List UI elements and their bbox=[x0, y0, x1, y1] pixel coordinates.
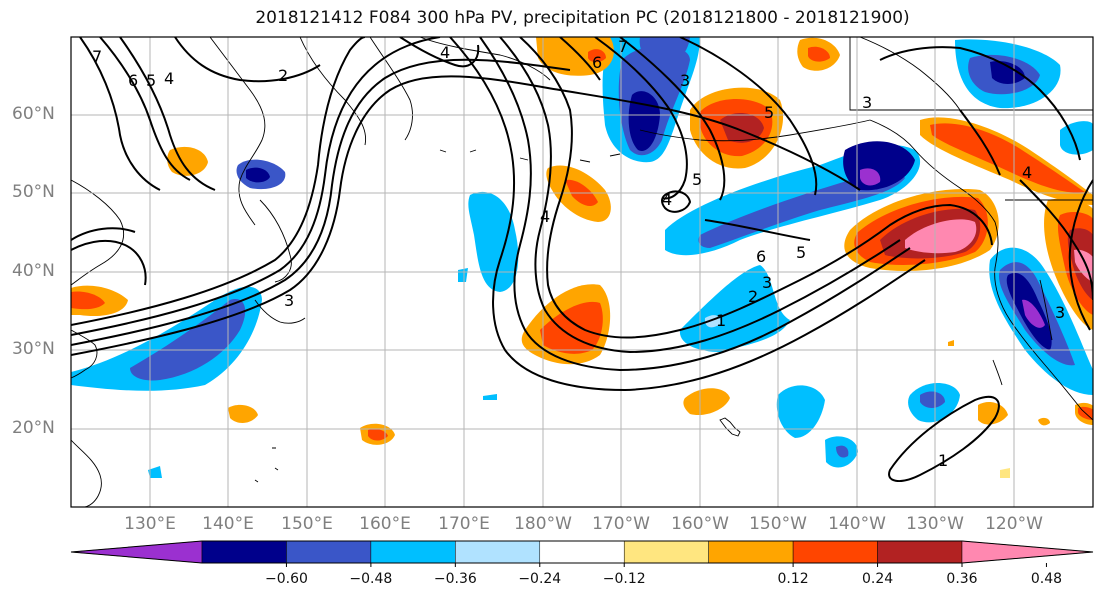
lon-label: 180°W bbox=[514, 514, 572, 534]
lon-label: 130°E bbox=[124, 514, 176, 534]
contour-label: 3 bbox=[680, 71, 690, 90]
contour-label: 7 bbox=[618, 37, 628, 56]
coastlines bbox=[71, 37, 1093, 507]
contour-label: 6 bbox=[128, 71, 138, 90]
lat-label: 20°N bbox=[12, 418, 55, 438]
contour-label: 5 bbox=[692, 170, 702, 189]
colorbar-tick-label: 0.48 bbox=[1030, 571, 1063, 587]
lat-label: 40°N bbox=[12, 261, 55, 281]
contour-label: 3 bbox=[862, 93, 872, 112]
colorbar-tick-label: 0.36 bbox=[946, 571, 978, 587]
contour-label: 6 bbox=[756, 247, 766, 266]
lon-label: 150°W bbox=[749, 514, 807, 534]
contour-label: 3 bbox=[1055, 303, 1065, 322]
lon-label: 150°E bbox=[281, 514, 333, 534]
lon-label: 140°W bbox=[828, 514, 886, 534]
contour-label: 6 bbox=[592, 53, 602, 72]
contour-label: 5 bbox=[764, 103, 774, 122]
contour-label: 4 bbox=[540, 207, 550, 226]
contour-label: 2 bbox=[278, 66, 288, 85]
contour-label: 5 bbox=[796, 243, 806, 262]
contour-label: 3 bbox=[762, 273, 772, 292]
contour-label: 7 bbox=[92, 47, 102, 66]
colorbar-tick-label: −0.24 bbox=[518, 571, 562, 587]
lat-label: 60°N bbox=[12, 104, 55, 124]
lat-lon-grid bbox=[71, 37, 1093, 507]
contour-label: 4 bbox=[1022, 163, 1032, 182]
map-frame bbox=[70, 36, 1094, 508]
lat-label: 50°N bbox=[12, 182, 55, 202]
pv-contour-labels: 2 4 6 5 4 7 6 7 3 5 4 3 4 3 5 6 5 3 2 1 … bbox=[92, 37, 1065, 470]
colorbar-tick-label: 0.12 bbox=[777, 571, 809, 587]
colorbar-tick-label: −0.36 bbox=[433, 571, 477, 587]
contour-label: 4 bbox=[662, 190, 672, 209]
colorbar-tick-label: −0.48 bbox=[349, 571, 393, 587]
lon-label: 160°E bbox=[359, 514, 411, 534]
contour-label: 1 bbox=[716, 311, 726, 330]
colorbar-tick-label: 0.24 bbox=[861, 571, 894, 587]
lon-label: 130°W bbox=[906, 514, 964, 534]
contour-label: 4 bbox=[440, 43, 450, 62]
lon-label: 160°W bbox=[671, 514, 729, 534]
lon-label: 170°W bbox=[592, 514, 650, 534]
lon-label: 170°E bbox=[438, 514, 490, 534]
contour-label: 4 bbox=[164, 69, 174, 88]
map-title: 2018121412 F084 300 hPa PV, precipitatio… bbox=[255, 8, 910, 28]
colorbar-tick-label: −0.12 bbox=[602, 571, 646, 587]
lat-label: 30°N bbox=[12, 339, 55, 359]
lon-label: 140°E bbox=[202, 514, 254, 534]
contour-label: 2 bbox=[748, 287, 758, 306]
contour-label: 3 bbox=[284, 291, 294, 310]
pv-contours bbox=[71, 37, 1093, 482]
contour-label: 1 bbox=[938, 451, 948, 470]
lon-label: 120°W bbox=[985, 514, 1043, 534]
contour-label: 5 bbox=[146, 71, 156, 90]
colorbar-tick-label: −0.60 bbox=[264, 571, 308, 587]
